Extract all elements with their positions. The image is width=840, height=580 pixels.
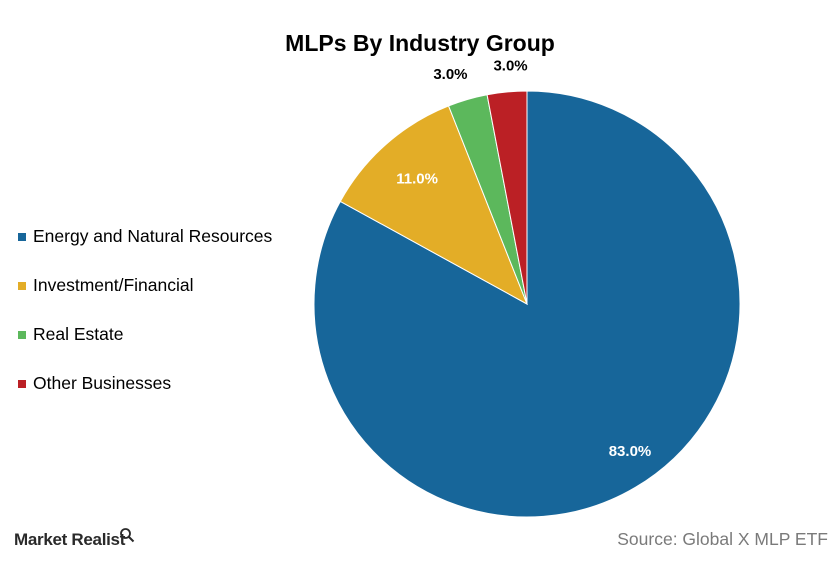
- chart-title: MLPs By Industry Group: [285, 30, 555, 56]
- data-label-real-estate: 3.0%: [433, 66, 467, 83]
- data-label-investment: 11.0%: [396, 170, 438, 187]
- legend-item-investment: Investment/Financial: [18, 261, 272, 310]
- legend-item-energy: Energy and Natural Resources: [18, 212, 272, 261]
- pie-slice-other: [486, 90, 528, 305]
- pie-slice-energy: [313, 90, 741, 518]
- legend-item-other: Other Businesses: [18, 359, 272, 408]
- data-label-energy: 83.0%: [609, 443, 652, 460]
- magnifier-icon: [120, 528, 135, 543]
- source-note: Source: Global X MLP ETF: [617, 529, 828, 549]
- pie-slice-investment: [339, 105, 528, 306]
- legend-label: Other Businesses: [33, 373, 172, 393]
- legend-label: Investment/Financial: [33, 275, 194, 295]
- brand-logo: Market Realist: [14, 530, 126, 549]
- legend-swatch: [18, 232, 26, 241]
- legend-label: Energy and Natural Resources: [33, 226, 273, 246]
- legend: Energy and Natural Resources Investment/…: [18, 212, 272, 408]
- legend-swatch: [18, 330, 26, 339]
- legend-swatch: [18, 379, 26, 388]
- legend-swatch: [18, 281, 26, 290]
- data-label-other: 3.0%: [493, 57, 527, 74]
- legend-item-real-estate: Real Estate: [18, 310, 272, 359]
- legend-label: Real Estate: [33, 324, 124, 344]
